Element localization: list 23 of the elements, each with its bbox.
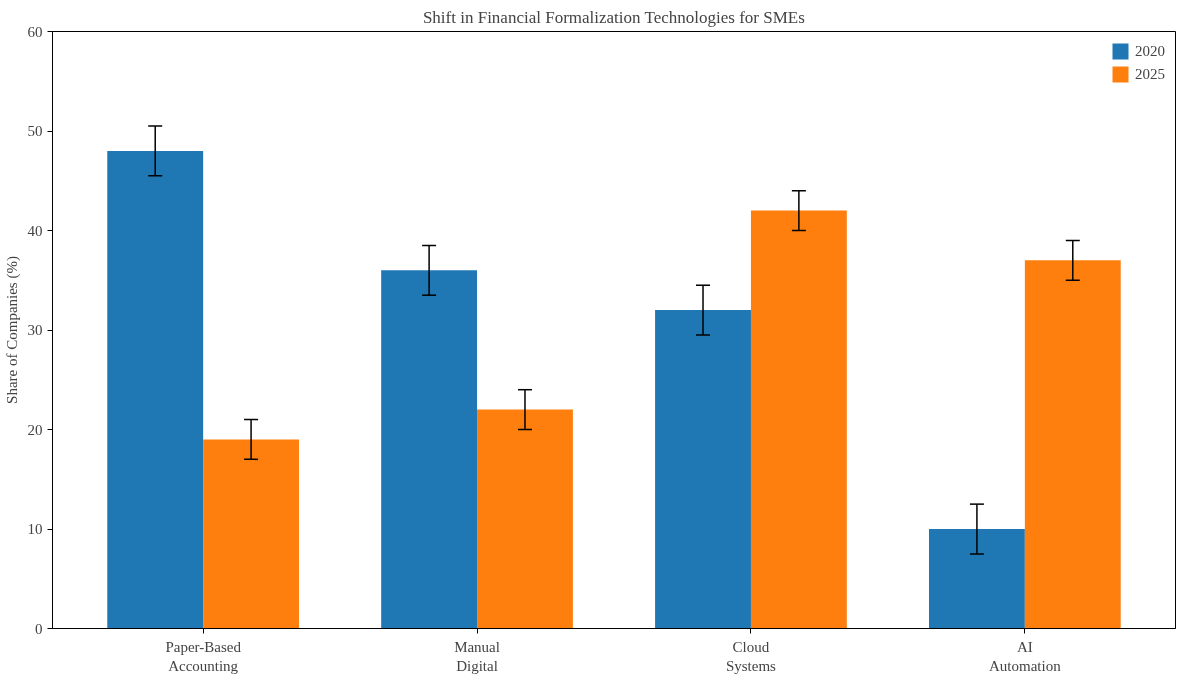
y-tick-label: 20 <box>27 421 43 438</box>
bar <box>107 150 204 629</box>
bar <box>928 529 1025 629</box>
x-tick-label: Cloud Systems <box>725 638 777 674</box>
legend-label: 2025 <box>1135 65 1165 83</box>
y-tick-label: 40 <box>27 222 43 239</box>
x-tick-label: Paper-Based Accounting <box>165 638 242 674</box>
bar <box>203 439 300 629</box>
y-tick-label: 10 <box>27 521 43 537</box>
y-axis-title: Share of Companies (%) <box>3 256 21 404</box>
bar <box>655 310 751 629</box>
y-tick-label: 60 <box>27 23 43 40</box>
y-tick-label: 50 <box>27 123 43 139</box>
x-tick-label: AI Automation <box>989 638 1062 674</box>
chart-title: Shift in Financial Formalization Technologies for SMEs <box>422 7 805 27</box>
bar <box>381 270 478 629</box>
y-tick-label: 0 <box>35 620 43 637</box>
bar <box>477 409 573 629</box>
legend-label: 2020 <box>1135 42 1165 60</box>
bar <box>750 210 847 629</box>
y-tick-label: 30 <box>27 322 43 338</box>
x-tick-label: Manual Digital <box>454 638 500 674</box>
bar <box>1024 260 1121 629</box>
